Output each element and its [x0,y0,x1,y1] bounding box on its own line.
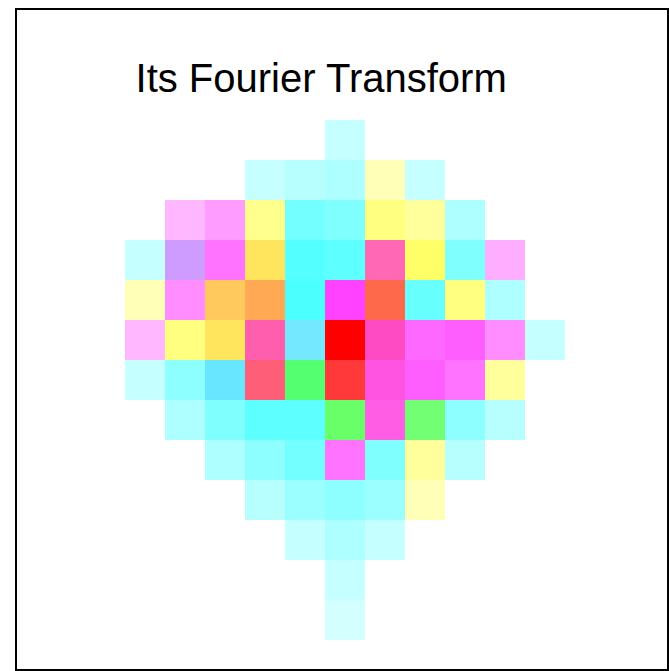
svg-text:Its Fourier Transform: Its Fourier Transform [136,56,507,100]
